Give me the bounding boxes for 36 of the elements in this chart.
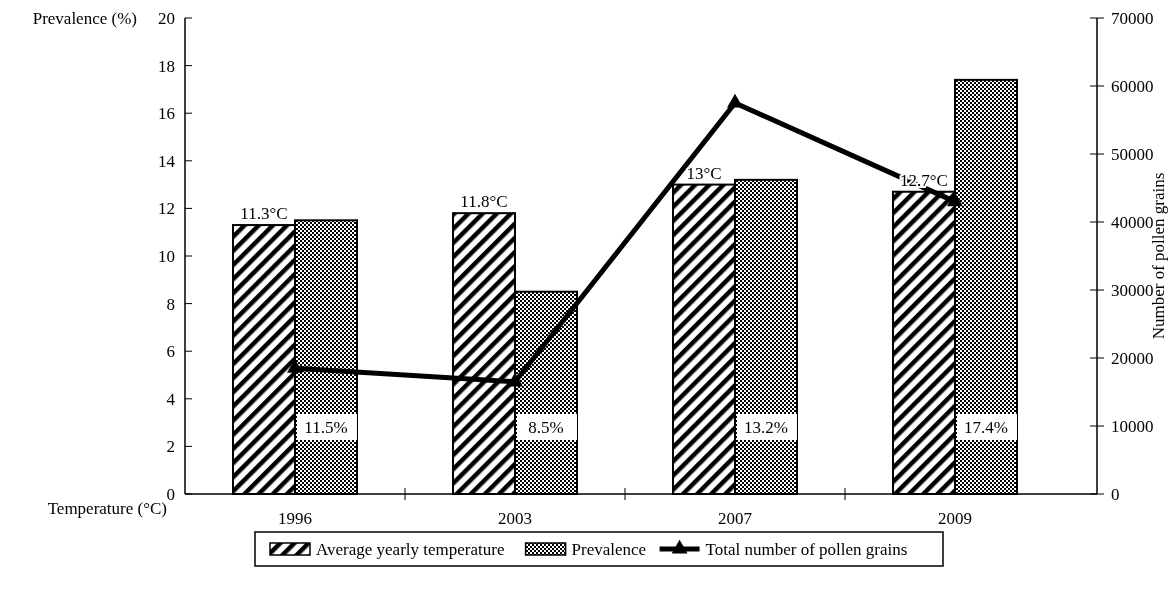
- data-label: 17.4%: [964, 418, 1008, 437]
- legend-label: Total number of pollen grains: [705, 540, 908, 559]
- y2-tick-label: 50000: [1111, 145, 1154, 164]
- y-tick-label: 6: [166, 342, 175, 362]
- y-tick-label: 10: [158, 247, 175, 266]
- y2-tick-label: 20000: [1111, 349, 1154, 368]
- data-label: 13.2%: [744, 418, 788, 437]
- y-tick-label: 12: [158, 199, 175, 219]
- y-tick-label: 20: [158, 9, 175, 28]
- y-axis-title: Prevalence (%): [32, 9, 137, 28]
- data-label: 8.5%: [528, 418, 564, 437]
- y-tick-label: 2: [166, 437, 175, 457]
- y2-tick-label: 40000: [1111, 213, 1154, 232]
- y2-tick-label: 60000: [1111, 77, 1154, 96]
- data-label: 11.3°C: [240, 204, 288, 224]
- y-tick-label: 18: [158, 56, 175, 76]
- x-tick-label: 1996: [278, 509, 312, 528]
- y-tick-label: 4: [166, 389, 176, 409]
- x-tick-label: 2009: [938, 509, 972, 528]
- y2-tick-label: 0: [1111, 485, 1120, 504]
- x-tick-label: 2003: [498, 509, 532, 528]
- y-tick-label: 14: [158, 151, 176, 171]
- data-label: 13°C: [686, 163, 722, 183]
- y2-tick-label: 70000: [1111, 9, 1154, 28]
- point: [947, 192, 963, 207]
- y-tick-label: 8: [166, 294, 175, 314]
- y-tick-label: 16: [158, 104, 175, 124]
- point: [727, 93, 743, 108]
- legend-label: Prevalence: [571, 540, 647, 559]
- data-label: 11.5%: [304, 418, 348, 437]
- data-label: 11.8°C: [460, 192, 508, 212]
- x-tick-label: 2007: [718, 509, 753, 528]
- y-tick-label: 0: [166, 485, 175, 504]
- y2-tick-label: 10000: [1111, 417, 1154, 436]
- legend-label: Average yearly temperature: [316, 540, 505, 559]
- text: Temperature (°C): [47, 499, 167, 518]
